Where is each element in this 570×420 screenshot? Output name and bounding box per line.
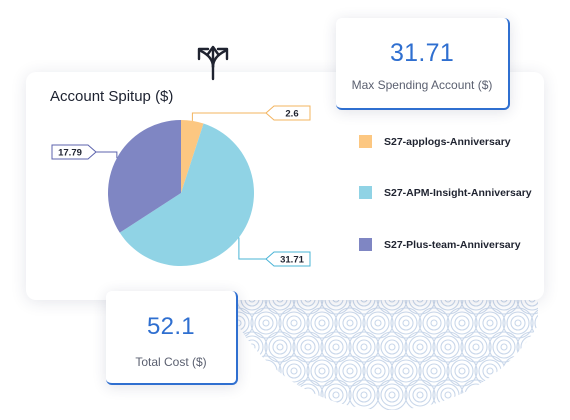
legend-label: S27-APM-Insight-Anniversary <box>384 186 532 199</box>
total-cost-value: 52.1 <box>147 313 195 340</box>
total-cost-card: 52.1 Total Cost ($) <box>106 291 238 385</box>
total-cost-label: Total Cost ($) <box>135 355 207 369</box>
max-spending-card: 31.71 Max Spending Account ($) <box>336 18 510 110</box>
legend-label: S27-applogs-Anniversary <box>384 135 511 148</box>
data-label-tag <box>265 105 311 121</box>
callout-line <box>191 112 266 121</box>
legend-item: S27-APM-Insight-Anniversary <box>359 186 532 199</box>
pie-slice <box>181 120 204 193</box>
legend-swatch <box>359 135 372 148</box>
pie-slice <box>108 120 181 233</box>
callout-line <box>238 237 266 260</box>
max-spending-value: 31.71 <box>389 39 455 67</box>
data-label-tag <box>51 144 97 160</box>
legend-item: S27-applogs-Anniversary <box>359 135 511 148</box>
data-label-tag <box>265 251 311 267</box>
legend-item: S27-Plus-team-Anniversary <box>359 238 521 251</box>
max-spending-label: Max Spending Account ($) <box>351 78 493 92</box>
data-label: 31.71 <box>280 255 304 266</box>
legend-swatch <box>359 186 372 199</box>
data-label: 2.6 <box>285 109 298 120</box>
data-label: 17.79 <box>58 148 82 159</box>
legend-label: S27-Plus-team-Anniversary <box>384 238 521 251</box>
split-arrows-icon <box>197 45 229 81</box>
pie-slice <box>119 123 254 266</box>
legend-swatch <box>359 238 372 251</box>
callout-line <box>96 151 118 159</box>
chart-title: Account Spitup ($) <box>50 88 174 105</box>
